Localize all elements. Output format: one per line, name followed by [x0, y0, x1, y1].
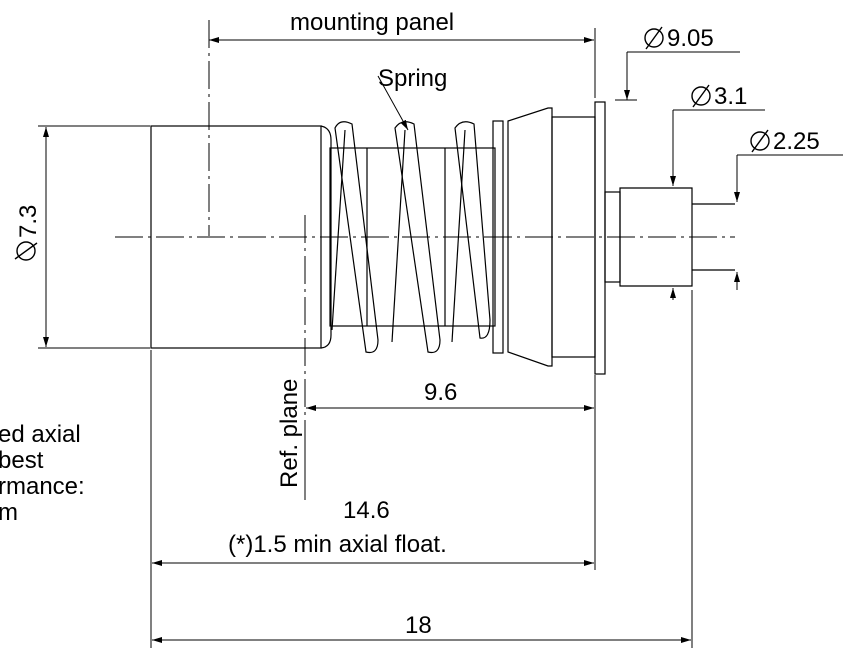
side-note-line: ed axial — [0, 421, 81, 448]
dia-2-25-label: 2.25 — [773, 128, 820, 155]
extension-lines — [150, 290, 693, 648]
side-note-line: best — [0, 447, 44, 474]
dia-9-05-label: 9.05 — [667, 25, 714, 52]
diameter-symbol-icon — [644, 26, 664, 50]
spring — [331, 121, 491, 354]
connector-body — [150, 101, 735, 375]
side-note: ed axial best rmance: m — [0, 421, 85, 526]
rear-sleeve — [150, 125, 322, 349]
side-note-line: m — [0, 499, 18, 526]
ref-plane-label: Ref. plane — [276, 379, 303, 488]
axial-float-note: (*)1.5 min axial float. — [228, 531, 447, 558]
dia-9-05-leader — [615, 51, 740, 101]
cone — [507, 107, 553, 367]
spring-leader — [377, 75, 409, 131]
mounting-panel-dimension — [208, 20, 596, 236]
diameter-symbol-icon — [14, 241, 38, 261]
dia-3-1-label: 3.1 — [714, 83, 747, 110]
dim-9-6-label: 9.6 — [424, 379, 457, 406]
dim-14-6-label: 14.6 — [343, 497, 390, 524]
front-contact — [619, 187, 693, 287]
dia-2-25-leader — [734, 154, 843, 290]
dim-18-label: 18 — [405, 612, 432, 639]
washer — [492, 120, 504, 354]
dia-7-3-label: 7.3 — [15, 205, 42, 238]
dia-7-3-dimension — [38, 125, 150, 349]
side-note-line: rmance: — [0, 473, 85, 500]
mounting-panel-label: mounting panel — [290, 9, 454, 36]
spring-label: Spring — [378, 65, 447, 92]
diameter-symbol-icon — [691, 84, 711, 108]
mounting-panel-plate — [594, 101, 606, 375]
inner-shaft — [329, 147, 496, 327]
dia-3-1-leader — [670, 109, 765, 300]
diameter-symbol-icon — [750, 129, 770, 153]
